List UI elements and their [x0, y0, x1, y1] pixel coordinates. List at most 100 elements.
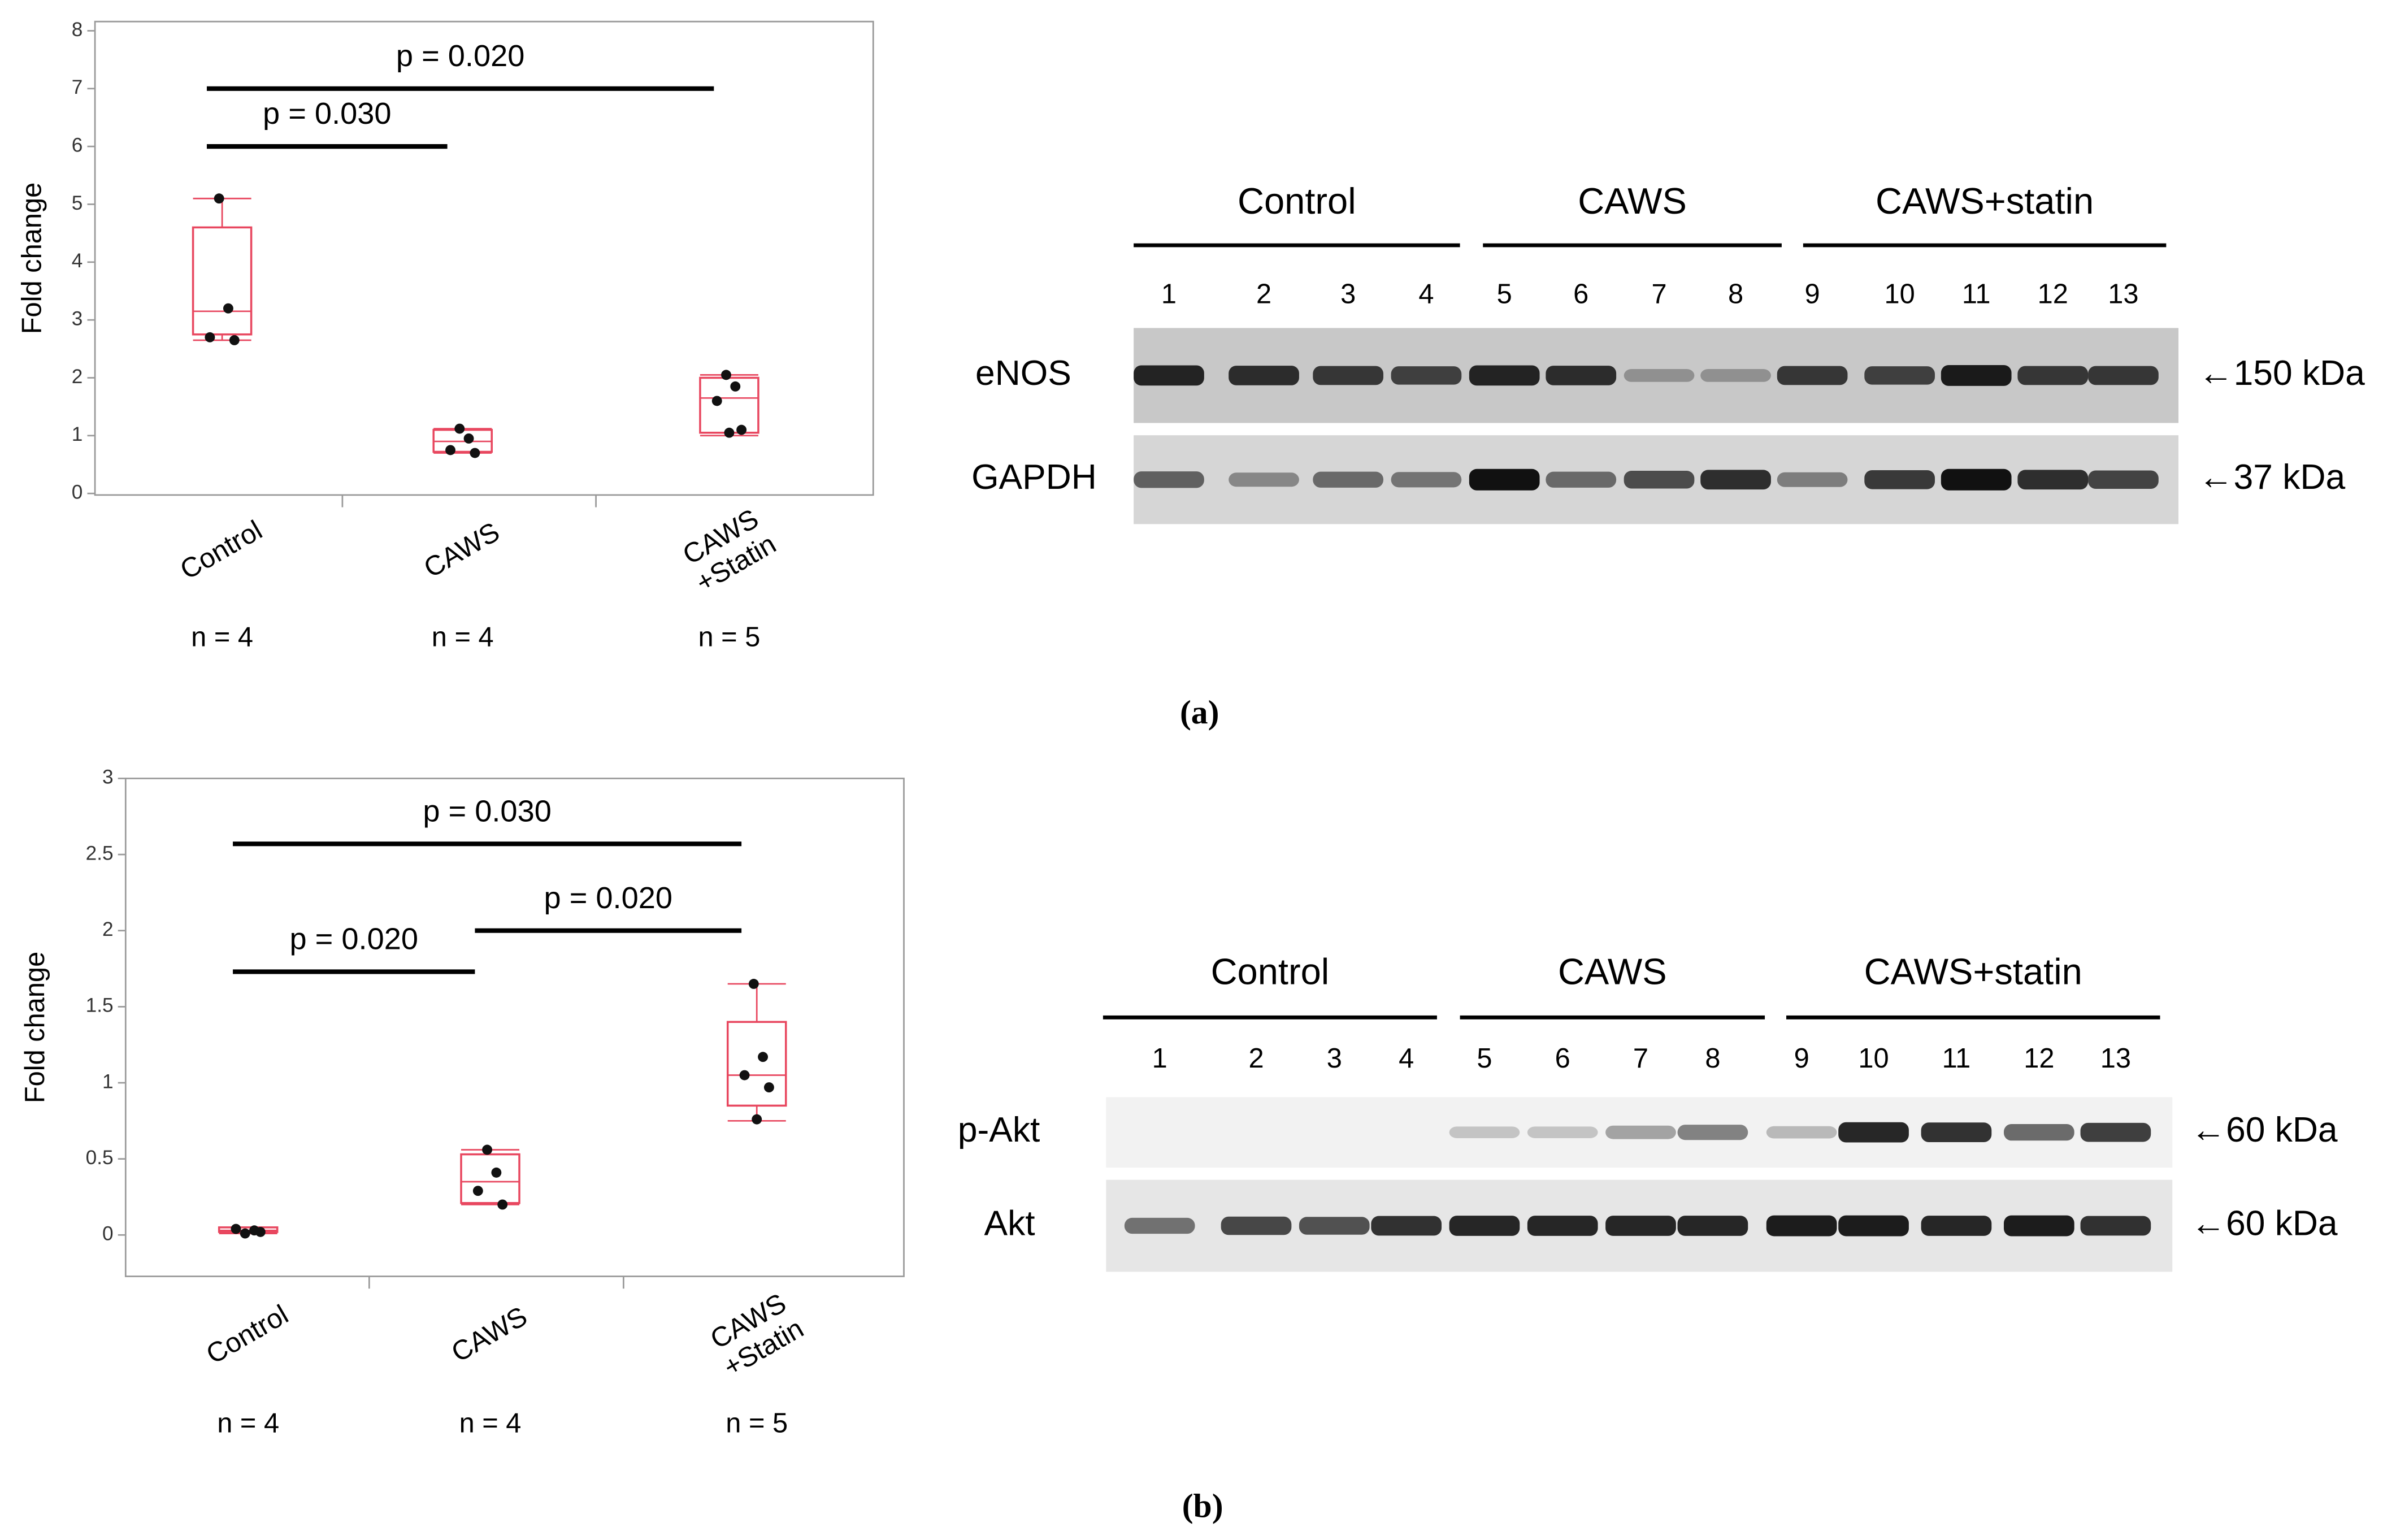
y-axis-label: Fold change [20, 952, 50, 1103]
blot-band [1229, 366, 1299, 385]
y-tick-label: 2.5 [86, 842, 114, 864]
n-label: n = 4 [191, 622, 253, 653]
blot-band [1838, 1122, 1909, 1143]
blot-band [1469, 365, 1540, 386]
data-point [736, 424, 747, 435]
y-tick-label: 4 [72, 250, 83, 272]
y-tick-label: 1.5 [86, 995, 114, 1017]
n-label: n = 5 [698, 622, 761, 653]
lane-number: 4 [1399, 1043, 1414, 1074]
lane-number: 1 [1161, 279, 1177, 309]
data-point [491, 1167, 502, 1178]
p-value: p = 0.030 [263, 97, 392, 131]
blot-band [1624, 471, 1695, 489]
blot-band [1921, 1216, 1992, 1236]
blot-band [2003, 1215, 2074, 1237]
blot-band [1700, 470, 1771, 490]
blot-band [1313, 471, 1384, 488]
box [726, 1021, 787, 1107]
y-tick-label: 2 [102, 918, 114, 940]
data-point [229, 335, 240, 345]
blot-band [2003, 1124, 2074, 1141]
lane-number: 2 [1248, 1043, 1264, 1074]
data-point [730, 381, 741, 392]
panel-label: (b) [1182, 1487, 1223, 1524]
lane-number: 4 [1418, 279, 1434, 309]
blot-background [1106, 1097, 2173, 1168]
data-point [231, 1224, 241, 1234]
lane-number: 10 [1858, 1043, 1889, 1074]
group-label: CAWS+statin [1876, 180, 2094, 222]
p-value: p = 0.020 [396, 39, 525, 73]
blot-band [1134, 365, 1204, 386]
group-label: CAWS [1558, 951, 1667, 992]
p-value: p = 0.030 [423, 794, 552, 828]
blot-band [1134, 471, 1204, 488]
data-point [721, 370, 731, 380]
lane-number: 1 [1152, 1043, 1167, 1074]
blot-band [1469, 468, 1540, 491]
lane-number: 9 [1805, 279, 1820, 309]
blot-band [2088, 470, 2159, 489]
x-tick-label: CAWS [419, 517, 505, 584]
x-tick-label: CAWS [446, 1301, 532, 1368]
data-point [763, 1082, 774, 1093]
row-label: eNOS [975, 354, 1071, 393]
y-axis-label: Fold change [17, 183, 47, 335]
row-label: GAPDH [971, 458, 1097, 497]
blot-band [1371, 1216, 1442, 1236]
y-tick-label: 1 [72, 423, 83, 445]
panel-label: (a) [1180, 693, 1219, 731]
lane-number: 9 [1794, 1043, 1809, 1074]
lane-number: 12 [2024, 1043, 2054, 1074]
x-tick-label: Control [201, 1299, 293, 1370]
y-tick-label: 5 [72, 192, 83, 214]
lane-number: 3 [1340, 279, 1356, 309]
blot-band [1700, 369, 1771, 382]
data-point [758, 1052, 769, 1062]
data-point [724, 427, 735, 438]
blot-band [1838, 1215, 1909, 1237]
data-point [223, 303, 233, 314]
box [192, 226, 253, 336]
blot-band [1941, 468, 2012, 491]
x-tick-label: Control [175, 515, 267, 585]
data-point [205, 332, 215, 342]
y-tick-label: 3 [72, 307, 83, 329]
lane-number: 7 [1633, 1043, 1648, 1074]
lane-number: 13 [2108, 279, 2138, 309]
lane-number: 8 [1705, 1043, 1720, 1074]
blot-band [1766, 1126, 1837, 1139]
blot-band [2017, 470, 2089, 490]
data-point [240, 1228, 250, 1239]
data-point [255, 1226, 266, 1237]
n-label: n = 4 [459, 1408, 522, 1438]
blot-band [1313, 366, 1384, 385]
group-label: Control [1211, 951, 1330, 992]
row-label: Akt [984, 1204, 1035, 1243]
blot-band [1124, 1217, 1195, 1234]
data-point [482, 1144, 493, 1155]
blot-band [1546, 471, 1617, 488]
blot-band [1921, 1122, 1992, 1143]
blot-band [1229, 472, 1299, 487]
lane-number: 11 [1942, 1043, 1971, 1074]
n-label: n = 5 [726, 1408, 788, 1438]
y-tick-label: 7 [72, 76, 83, 98]
group-label: CAWS [1578, 180, 1687, 222]
blot-band [1605, 1125, 1676, 1139]
y-tick-label: 0 [102, 1223, 114, 1245]
data-point [472, 1186, 483, 1196]
blot-band [1299, 1217, 1370, 1235]
lane-number: 6 [1573, 279, 1588, 309]
group-label: CAWS+statin [1864, 951, 2082, 992]
y-tick-label: 1 [102, 1070, 114, 1092]
blot-band [2080, 1122, 2151, 1142]
blot-band [2088, 366, 2159, 385]
blot-band [1449, 1126, 1520, 1138]
data-point [711, 396, 722, 406]
blot-band [1864, 470, 1935, 489]
blot-band [1624, 369, 1695, 382]
lane-number: 3 [1327, 1043, 1342, 1074]
